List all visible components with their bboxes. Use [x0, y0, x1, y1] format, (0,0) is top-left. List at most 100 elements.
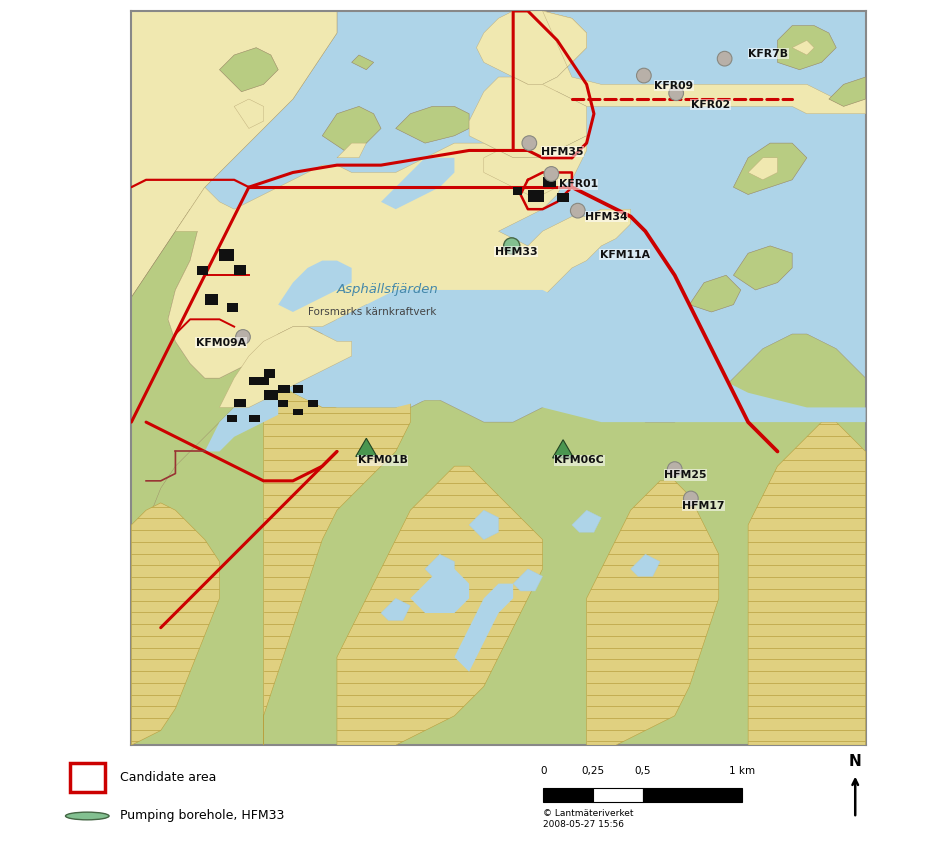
Bar — [557, 193, 568, 202]
Text: Asphällsfjärden: Asphällsfjärden — [337, 284, 438, 296]
Text: KFM11A: KFM11A — [599, 250, 649, 259]
Polygon shape — [278, 290, 865, 422]
Polygon shape — [410, 569, 468, 613]
Text: HFM25: HFM25 — [664, 470, 706, 480]
Polygon shape — [131, 11, 337, 297]
Text: Candidate area: Candidate area — [120, 771, 216, 784]
Bar — [234, 398, 245, 408]
Polygon shape — [168, 143, 630, 378]
Text: Pumping borehole, HFM33: Pumping borehole, HFM33 — [120, 809, 284, 823]
Polygon shape — [337, 466, 542, 745]
Bar — [263, 390, 278, 400]
Bar — [248, 376, 269, 386]
Text: KFR01: KFR01 — [558, 179, 598, 189]
Text: KFM06C: KFM06C — [554, 456, 603, 466]
Bar — [542, 177, 555, 187]
Circle shape — [65, 813, 109, 820]
Polygon shape — [337, 143, 366, 157]
Bar — [278, 400, 288, 408]
Text: HFM17: HFM17 — [682, 501, 724, 511]
Polygon shape — [205, 400, 278, 451]
Circle shape — [683, 491, 698, 506]
Circle shape — [521, 136, 536, 151]
Polygon shape — [733, 246, 791, 290]
Text: 0,5: 0,5 — [633, 766, 650, 776]
Text: KFR7B: KFR7B — [748, 49, 787, 59]
Text: KFM09A: KFM09A — [195, 338, 245, 348]
Text: HFM34: HFM34 — [584, 211, 627, 221]
Polygon shape — [468, 77, 586, 157]
Text: KFM01B: KFM01B — [357, 456, 407, 466]
Polygon shape — [355, 439, 377, 456]
Polygon shape — [263, 392, 410, 745]
Polygon shape — [630, 554, 659, 576]
Text: Forsmarks kärnkraftverk: Forsmarks kärnkraftverk — [307, 307, 435, 317]
Text: 2008-05-27 15:56: 2008-05-27 15:56 — [543, 820, 624, 829]
Polygon shape — [748, 157, 777, 180]
Text: 1 km: 1 km — [728, 766, 754, 776]
Polygon shape — [234, 99, 263, 129]
Circle shape — [636, 68, 650, 83]
Polygon shape — [396, 106, 468, 143]
Polygon shape — [483, 136, 586, 195]
Polygon shape — [513, 569, 542, 591]
Circle shape — [503, 237, 519, 254]
Bar — [234, 265, 245, 275]
Bar — [293, 386, 303, 392]
Polygon shape — [571, 510, 600, 532]
Polygon shape — [454, 584, 513, 672]
Polygon shape — [777, 25, 835, 70]
Bar — [642, 788, 691, 802]
Bar — [593, 788, 642, 802]
Polygon shape — [380, 599, 410, 621]
Text: KFR02: KFR02 — [690, 100, 730, 110]
Polygon shape — [748, 422, 865, 745]
Polygon shape — [131, 209, 351, 745]
Bar — [513, 187, 521, 195]
FancyBboxPatch shape — [71, 763, 105, 792]
Circle shape — [235, 329, 250, 344]
Polygon shape — [733, 143, 806, 195]
Polygon shape — [131, 11, 337, 297]
Text: 0: 0 — [540, 766, 546, 776]
Polygon shape — [468, 510, 498, 540]
Text: HFM35: HFM35 — [541, 147, 583, 157]
Polygon shape — [131, 334, 865, 745]
Bar — [278, 386, 290, 392]
Bar — [307, 400, 317, 408]
Bar — [205, 295, 218, 305]
Bar — [197, 266, 209, 275]
Text: © Lantmäteriverket: © Lantmäteriverket — [543, 808, 633, 818]
Bar — [528, 190, 544, 202]
Polygon shape — [219, 327, 351, 408]
Text: KFR09: KFR09 — [653, 81, 693, 91]
Polygon shape — [380, 157, 454, 209]
Polygon shape — [552, 440, 573, 458]
Polygon shape — [351, 55, 373, 70]
Polygon shape — [476, 11, 586, 84]
Bar — [227, 415, 237, 422]
Circle shape — [668, 86, 683, 100]
Bar — [543, 788, 593, 802]
Polygon shape — [586, 481, 718, 745]
Circle shape — [544, 167, 558, 181]
Bar — [293, 409, 303, 415]
Bar — [219, 249, 234, 260]
Polygon shape — [828, 77, 865, 106]
Text: N: N — [848, 754, 861, 769]
Polygon shape — [425, 554, 454, 584]
Text: 0,25: 0,25 — [581, 766, 604, 776]
Polygon shape — [278, 260, 351, 312]
Circle shape — [570, 203, 584, 218]
Circle shape — [666, 461, 682, 477]
Polygon shape — [219, 48, 278, 92]
Bar — [227, 303, 238, 312]
Bar — [263, 370, 275, 378]
Bar — [691, 788, 741, 802]
Bar — [248, 415, 260, 422]
Polygon shape — [131, 503, 219, 745]
Polygon shape — [689, 275, 740, 312]
Polygon shape — [513, 11, 865, 114]
Polygon shape — [322, 106, 380, 151]
Polygon shape — [791, 40, 814, 55]
